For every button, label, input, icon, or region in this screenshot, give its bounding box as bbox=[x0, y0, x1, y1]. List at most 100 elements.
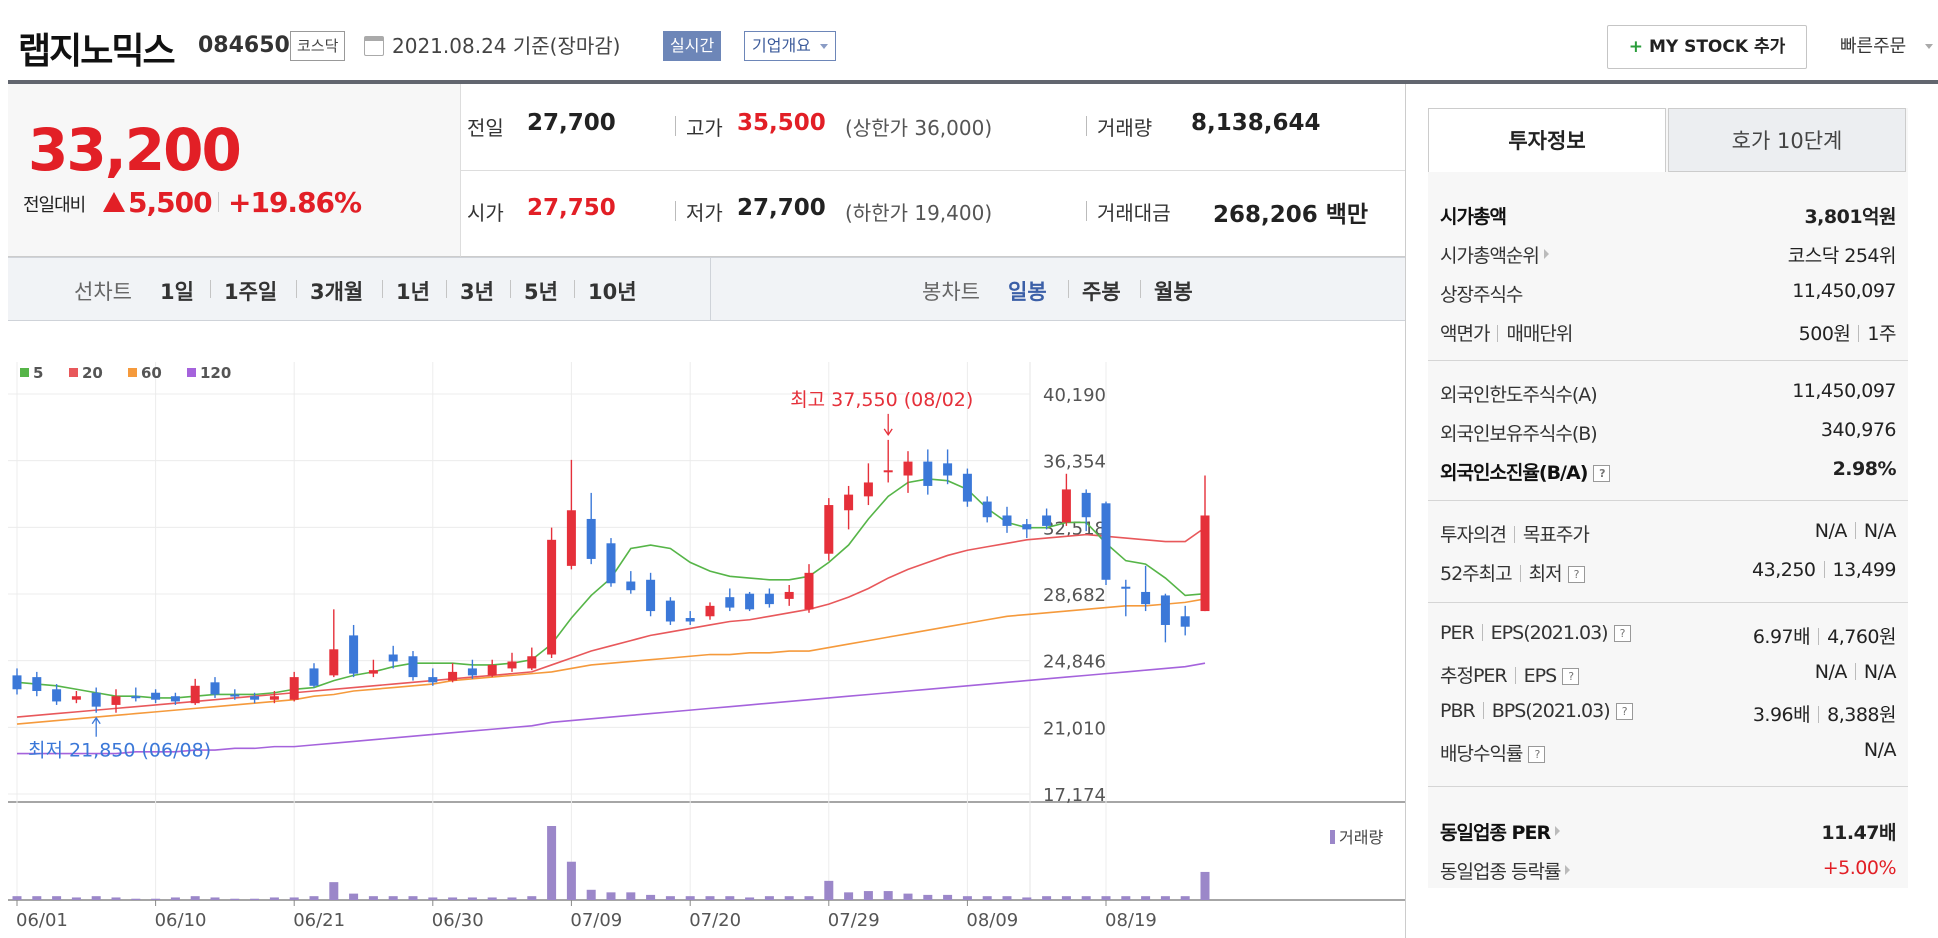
x-tick-label: 06/30 bbox=[432, 910, 484, 931]
prev-close-value: 27,700 bbox=[527, 110, 616, 136]
candle-body bbox=[665, 600, 675, 622]
divider bbox=[710, 258, 711, 320]
candle-weekly[interactable]: 주봉 bbox=[1082, 280, 1121, 304]
company-profile-dropdown[interactable]: 기업개요 bbox=[744, 31, 836, 61]
volume-bar bbox=[804, 896, 814, 900]
x-tick-label: 07/09 bbox=[570, 910, 622, 931]
volume-bar bbox=[824, 880, 834, 900]
tab-investment-info[interactable]: 투자정보 bbox=[1428, 108, 1666, 172]
divider bbox=[296, 280, 297, 298]
period-1d[interactable]: 1일 bbox=[160, 280, 194, 304]
y-tick-label: 36,354 bbox=[1043, 452, 1106, 473]
volume-bar bbox=[428, 897, 438, 900]
candle-body bbox=[349, 635, 359, 674]
info-row-value: 11.47배 bbox=[1821, 818, 1896, 845]
row-label-text: 외국인보유주식수(B) bbox=[1440, 423, 1598, 445]
period-1y[interactable]: 1년 bbox=[396, 280, 430, 304]
period-5y[interactable]: 5년 bbox=[524, 280, 558, 304]
info-row-label[interactable]: 시가총액순위 bbox=[1440, 241, 1549, 268]
high-arrow-head bbox=[883, 428, 893, 437]
info-row-label: 52주최고 최저? bbox=[1440, 559, 1585, 586]
help-icon[interactable]: ? bbox=[1593, 465, 1611, 482]
row-label-text: 시가총액순위 bbox=[1440, 245, 1540, 267]
candle-body bbox=[1101, 503, 1111, 580]
period-3m[interactable]: 3개월 bbox=[310, 280, 364, 304]
row-label-text: 동일업종 등락률 bbox=[1440, 861, 1561, 883]
my-stock-add-button[interactable]: + MY STOCK 추가 bbox=[1607, 25, 1807, 69]
volume-bar bbox=[982, 896, 992, 900]
divider bbox=[1086, 201, 1087, 221]
help-icon[interactable]: ? bbox=[1528, 746, 1546, 763]
volume-bar bbox=[190, 896, 200, 900]
divider bbox=[1513, 526, 1515, 543]
x-tick-label: 06/10 bbox=[155, 910, 207, 931]
candle-body bbox=[1141, 591, 1151, 605]
volume-bar bbox=[71, 897, 81, 900]
candle-body bbox=[467, 668, 477, 676]
candle-body bbox=[1022, 524, 1032, 530]
help-icon[interactable]: ? bbox=[1615, 703, 1633, 720]
candle-body bbox=[71, 696, 81, 700]
x-tick-label: 06/21 bbox=[293, 910, 345, 931]
volume-bar bbox=[962, 896, 972, 900]
period-3y[interactable]: 3년 bbox=[460, 280, 494, 304]
candle-body bbox=[52, 689, 62, 702]
info-row-label[interactable]: 동일업종 PER bbox=[1440, 818, 1561, 845]
y-tick-label: 21,010 bbox=[1043, 718, 1106, 739]
info-row-label: 외국인보유주식수(B) bbox=[1440, 419, 1598, 446]
volume-bar bbox=[547, 826, 557, 900]
price-chart[interactable]: 40,190 36,354 32,518 28,682 24,846 21,010 17,1… bbox=[8, 322, 1408, 938]
volume-bar bbox=[250, 898, 260, 900]
divider bbox=[210, 280, 211, 298]
x-tick-label: 08/19 bbox=[1105, 910, 1157, 931]
info-row-label[interactable]: 동일업종 등락률 bbox=[1440, 857, 1571, 884]
candle-body bbox=[190, 685, 200, 704]
candlestick-chart-svg[interactable]: 40,190 36,354 32,518 28,682 24,846 21,010 17,1… bbox=[8, 322, 1408, 938]
help-icon[interactable]: ? bbox=[1567, 566, 1585, 583]
divider bbox=[1497, 325, 1499, 342]
legend-swatch bbox=[187, 368, 196, 377]
candle-monthly[interactable]: 월봉 bbox=[1154, 280, 1193, 304]
price-summary: 33,200 전일대비 5,500 +19.86% bbox=[8, 84, 461, 257]
volume-bar bbox=[12, 896, 22, 900]
info-row-value: N/A N/A bbox=[1815, 520, 1897, 542]
candle-body bbox=[388, 654, 398, 662]
help-icon[interactable]: ? bbox=[1613, 625, 1631, 642]
candle-body bbox=[685, 618, 695, 622]
volume-bar bbox=[388, 896, 398, 900]
row-label-text: 최저 bbox=[1528, 563, 1563, 585]
realtime-button[interactable]: 실시간 bbox=[663, 31, 722, 61]
info-row-value: 3.96배 8,388원 bbox=[1753, 700, 1897, 727]
candle-body bbox=[448, 671, 458, 681]
chevron-down-icon bbox=[1925, 44, 1933, 49]
candle-body bbox=[923, 461, 933, 486]
tab-orderbook[interactable]: 호가 10단계 bbox=[1668, 108, 1906, 172]
volume-bar bbox=[467, 897, 477, 900]
y-tick-label: 28,682 bbox=[1043, 585, 1106, 606]
info-row-label: 투자의견 목표주가 bbox=[1440, 520, 1590, 547]
change-value: 5,500 bbox=[128, 186, 213, 219]
legend-label: 5 bbox=[33, 364, 43, 382]
candle-body bbox=[1121, 586, 1131, 589]
legend-label: 60 bbox=[141, 364, 162, 382]
candle-body bbox=[170, 696, 180, 702]
volume-bar bbox=[1022, 897, 1032, 900]
help-icon[interactable]: ? bbox=[1562, 668, 1580, 685]
candle-body bbox=[1200, 515, 1210, 612]
volume-bar bbox=[1141, 896, 1151, 900]
divider bbox=[1854, 663, 1856, 680]
candle-daily[interactable]: 일봉 bbox=[1008, 280, 1047, 304]
volume-bar bbox=[1121, 896, 1131, 900]
quick-order-button[interactable]: 빠른주문 bbox=[1840, 36, 1907, 57]
row-label-text: BPS(2021.03) bbox=[1491, 700, 1611, 722]
candle-body bbox=[626, 581, 636, 591]
info-row-value: 43,250 13,499 bbox=[1752, 559, 1896, 581]
ma120-line bbox=[17, 662, 1206, 755]
candle-body bbox=[844, 494, 854, 511]
row-value-text: 11,450,097 bbox=[1792, 280, 1896, 302]
candle-body bbox=[289, 677, 299, 700]
divider bbox=[1858, 325, 1860, 342]
period-1w[interactable]: 1주일 bbox=[224, 280, 278, 304]
volume-bar bbox=[903, 893, 913, 900]
period-10y[interactable]: 10년 bbox=[588, 280, 637, 304]
